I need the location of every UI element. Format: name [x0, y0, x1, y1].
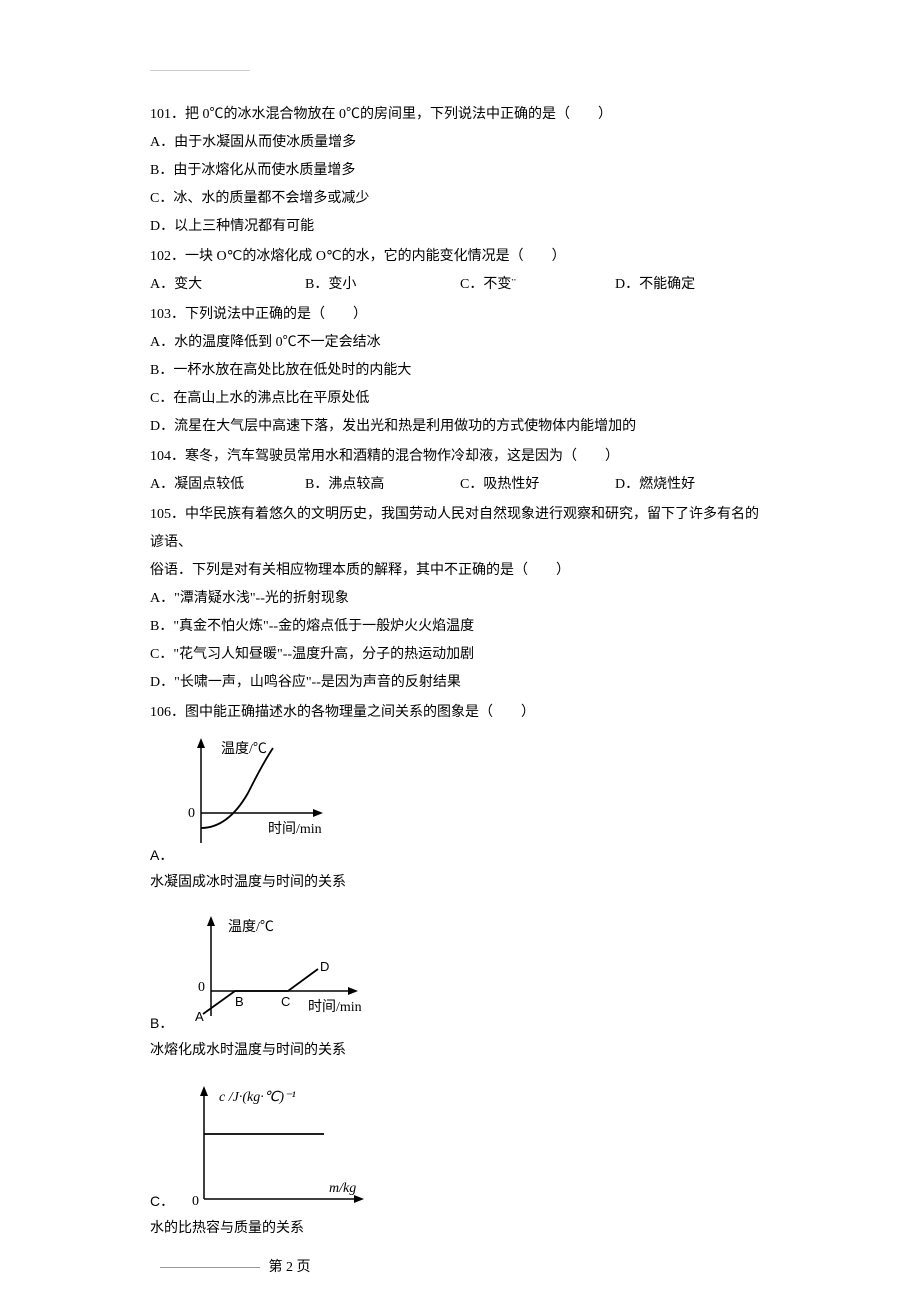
footer-line	[160, 1267, 260, 1268]
q106-label-b: B．	[150, 1009, 173, 1037]
figC-xlabel: m/kg	[329, 1181, 356, 1196]
q105-opt-a: A．"潭清疑水浅"--光的折射现象	[150, 585, 770, 613]
q102-options: A．变大 B．变小 C．不变¨ D．不能确定	[150, 271, 770, 299]
q106-caption-c: 水的比热容与质量的关系	[150, 1215, 770, 1243]
q103-opt-d: D．流星在大气层中高速下落，发出光和热是利用做功的方式使物体内能增加的	[150, 413, 770, 441]
q106-label-c: C．	[150, 1187, 174, 1215]
figB-origin: 0	[198, 980, 205, 995]
q106-figure-c: c /J·(kg·℃)⁻¹ m/kg 0	[174, 1079, 384, 1209]
q106-figure-b: 温度/℃ 时间/min 0 A B C D	[173, 911, 373, 1031]
q105-opt-c: C．"花气习人知昼暖"--温度升高，分子的热运动加剧	[150, 641, 770, 669]
q104-opt-a: A．凝固点较低	[150, 471, 305, 499]
q105-opt-b: B．"真金不怕火炼"--金的熔点低于一般炉火火焰温度	[150, 613, 770, 641]
question-102: 102．一块 O℃的冰熔化成 O℃的水，它的内能变化情况是（ ） A．变大 B．…	[150, 243, 770, 299]
footer-label: 第	[269, 1260, 283, 1275]
q106-stem: 106．图中能正确描述水的各物理量之间关系的图象是（ ）	[150, 699, 770, 727]
question-103: 103．下列说法中正确的是（ ） A．水的温度降低到 0℃不一定会结冰 B．一杯…	[150, 301, 770, 441]
q103-stem: 103．下列说法中正确的是（ ）	[150, 301, 770, 329]
q102-opt-a: A．变大	[150, 271, 305, 299]
figA-ylabel: 温度/℃	[221, 741, 267, 757]
figB-ylabel: 温度/℃	[228, 919, 274, 935]
footer-suffix: 页	[297, 1260, 311, 1275]
question-101: 101．把 0℃的冰水混合物放在 0℃的房间里，下列说法中正确的是（ ） A．由…	[150, 101, 770, 241]
q104-opt-b: B．沸点较高	[305, 471, 460, 499]
q103-opt-c: C．在高山上水的沸点比在平原处低	[150, 385, 770, 413]
q106-caption-b: 冰熔化成水时温度与时间的关系	[150, 1037, 770, 1065]
figB-ptA: A	[195, 1009, 204, 1024]
q102-opt-c: C．不变¨	[460, 271, 615, 299]
question-106: 106．图中能正确描述水的各物理量之间关系的图象是（ ） A． 温度/℃ 时间/…	[150, 699, 770, 1243]
q101-opt-a: A．由于水凝固从而使冰质量增多	[150, 129, 770, 157]
figC-origin: 0	[192, 1194, 199, 1209]
q105-opt-d: D．"长啸一声，山鸣谷应"--是因为声音的反射结果	[150, 669, 770, 697]
footer-page: 2	[286, 1260, 293, 1275]
q105-stem1: 105．中华民族有着悠久的文明历史，我国劳动人民对自然现象进行观察和研究，留下了…	[150, 501, 770, 557]
figA-origin: 0	[188, 806, 195, 821]
question-104: 104．寒冬，汽车驾驶员常用水和酒精的混合物作冷却液，这是因为（ ） A．凝固点…	[150, 443, 770, 499]
q106-caption-a: 水凝固成冰时温度与时间的关系	[150, 869, 770, 897]
q101-opt-c: C．冰、水的质量都不会增多或减少	[150, 185, 770, 213]
q102-stem: 102．一块 O℃的冰熔化成 O℃的水，它的内能变化情况是（ ）	[150, 243, 770, 271]
header-rule	[150, 70, 250, 71]
q102-opt-b: B．变小	[305, 271, 460, 299]
figB-ptD: D	[320, 959, 329, 974]
q106-label-a: A．	[150, 841, 173, 869]
q101-stem: 101．把 0℃的冰水混合物放在 0℃的房间里，下列说法中正确的是（ ）	[150, 101, 770, 129]
q103-opt-b: B．一杯水放在高处比放在低处时的内能大	[150, 357, 770, 385]
figB-ptC: C	[281, 994, 290, 1009]
q101-opt-b: B．由于冰熔化从而使水质量增多	[150, 157, 770, 185]
figA-xlabel: 时间/min	[268, 821, 322, 837]
q104-stem: 104．寒冬，汽车驾驶员常用水和酒精的混合物作冷却液，这是因为（ ）	[150, 443, 770, 471]
question-105: 105．中华民族有着悠久的文明历史，我国劳动人民对自然现象进行观察和研究，留下了…	[150, 501, 770, 697]
q105-stem2: 俗语．下列是对有关相应物理本质的解释，其中不正确的是（ ）	[150, 557, 770, 585]
q104-options: A．凝固点较低 B．沸点较高 C．吸热性好 D．燃烧性好	[150, 471, 770, 499]
q106-figure-a: 温度/℃ 时间/min 0	[173, 733, 333, 863]
q101-opt-d: D．以上三种情况都有可能	[150, 213, 770, 241]
figB-xlabel: 时间/min	[308, 999, 362, 1015]
figB-ptB: B	[235, 994, 244, 1009]
q104-opt-d: D．燃烧性好	[615, 471, 770, 499]
page-footer: 第 2 页	[0, 1254, 920, 1282]
q103-opt-a: A．水的温度降低到 0℃不一定会结冰	[150, 329, 770, 357]
q104-opt-c: C．吸热性好	[460, 471, 615, 499]
figC-ylabel: c /J·(kg·℃)⁻¹	[219, 1090, 296, 1105]
q102-opt-d: D．不能确定	[615, 271, 770, 299]
